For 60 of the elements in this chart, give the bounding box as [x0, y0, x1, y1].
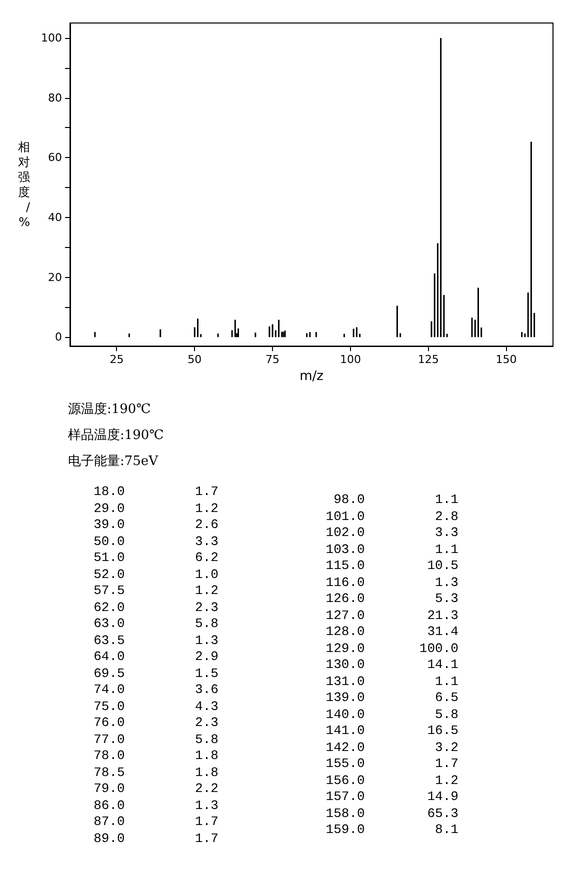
- text: 89.0 1.7: [92, 830, 220, 847]
- y-axis-title: 相对强度/%: [18, 140, 31, 230]
- text: 63.0 5.8: [92, 616, 220, 632]
- text: 103.0 1.1: [324, 542, 460, 558]
- x-axis-title: m/z: [300, 369, 324, 384]
- text: 电子能量:75eV: [68, 453, 160, 471]
- text: 18.0 1.7: [92, 484, 220, 500]
- text: 29.0 1.2: [92, 500, 220, 517]
- text: 源温度:190℃: [68, 401, 152, 419]
- x-tick-label: 100: [340, 353, 361, 366]
- x-tick-label: 50: [188, 353, 202, 366]
- text: 69.5 1.5: [92, 666, 220, 682]
- text: 140.0 5.8: [324, 706, 460, 723]
- text: 39.0 2.6: [92, 517, 220, 534]
- text: 129.0 100.0: [324, 640, 460, 657]
- text: 142.0 3.2: [324, 740, 460, 756]
- text: 79.0 2.2: [92, 781, 220, 798]
- text: 128.0 31.4: [324, 624, 460, 640]
- text: 158.0 65.3: [324, 806, 460, 822]
- y-tick-label: 0: [55, 330, 62, 344]
- x-tick-label: 125: [418, 353, 439, 366]
- text: 64.0 2.9: [92, 649, 220, 666]
- text: 98.0 1.1: [332, 492, 460, 508]
- text: 87.0 1.7: [92, 814, 220, 830]
- text: 78.0 1.8: [92, 748, 220, 764]
- x-tick-label: 150: [496, 353, 517, 366]
- text: 78.5 1.8: [92, 764, 220, 781]
- text: 126.0 5.3: [324, 591, 460, 608]
- text: 86.0 1.3: [92, 798, 220, 814]
- text: 127.0 21.3: [324, 608, 460, 624]
- x-tick-label: 75: [266, 353, 280, 366]
- text: 159.0 8.1: [324, 822, 460, 838]
- text: 52.0 1.0: [92, 566, 220, 583]
- text: 50.0 3.3: [92, 534, 220, 550]
- text: 62.0 2.3: [92, 600, 220, 616]
- text: 130.0 14.1: [324, 657, 460, 674]
- text: 115.0 10.5: [324, 558, 460, 574]
- text: 141.0 16.5: [324, 723, 460, 740]
- text: 155.0 1.7: [324, 756, 460, 772]
- text: 131.0 1.1: [324, 674, 460, 690]
- text: 77.0 5.8: [92, 732, 220, 748]
- text: 57.5 1.2: [92, 583, 220, 600]
- x-tick-label: 25: [110, 353, 124, 366]
- text: 75.0 4.3: [92, 698, 220, 715]
- y-tick-label: 40: [48, 210, 62, 224]
- text: 51.0 6.2: [92, 550, 220, 566]
- y-tick-label: 20: [48, 270, 62, 284]
- text: 102.0 3.3: [324, 525, 460, 542]
- text: 101.0 2.8: [324, 508, 460, 525]
- text: 139.0 6.5: [324, 690, 460, 706]
- text: 116.0 1.3: [324, 574, 460, 591]
- y-tick-label: 60: [48, 151, 62, 164]
- y-tick-label: 100: [41, 31, 62, 44]
- text: 156.0 1.2: [324, 772, 460, 789]
- text: 样品温度:190℃: [68, 427, 165, 445]
- text: 63.5 1.3: [92, 632, 220, 649]
- text: 157.0 14.9: [324, 789, 460, 806]
- text: 74.0 3.6: [92, 682, 220, 698]
- y-tick-label: 80: [48, 91, 62, 104]
- text: 76.0 2.3: [92, 715, 220, 732]
